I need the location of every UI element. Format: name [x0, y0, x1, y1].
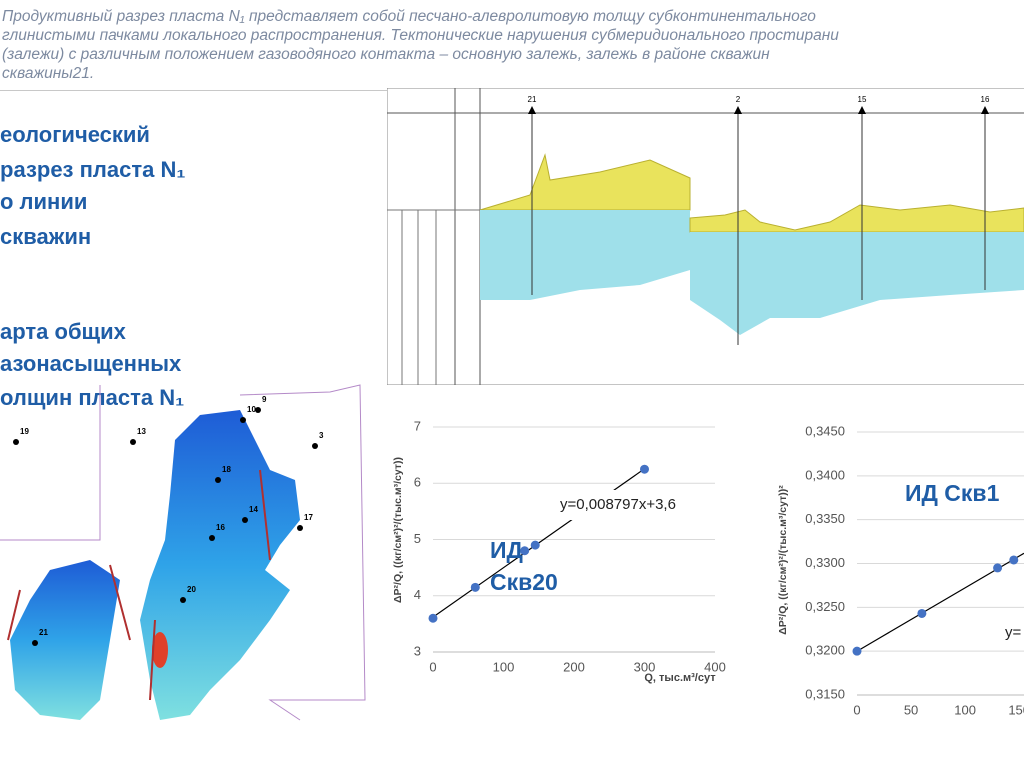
map-well-label: 13 [137, 427, 146, 436]
y-axis-label: ΔP²/Q, ((кг/см²)²/(тыс.м³/сут))² [777, 485, 789, 635]
data-point [428, 613, 438, 623]
data-point [470, 582, 480, 592]
x-tick-label: 400 [704, 659, 726, 674]
equation: y= [1005, 624, 1022, 641]
header-line: Продуктивный разрез пласта N₁ представля… [2, 8, 816, 25]
map-well [130, 439, 136, 445]
water-layer [690, 232, 1024, 335]
map-well [242, 517, 248, 523]
map-well-label: 16 [216, 523, 225, 532]
x-tick-label: 150 [1008, 702, 1024, 717]
y-tick-label: 7 [414, 418, 421, 433]
data-point [917, 608, 927, 618]
header-line: (залежи) с различным положением газоводя… [2, 46, 770, 63]
x-tick-label: 100 [493, 659, 515, 674]
cross-section: 21 2 15 16 [387, 88, 1024, 385]
map-well-label: 10 [247, 405, 256, 414]
boundary [0, 385, 101, 541]
gas-area [140, 410, 300, 720]
y-tick-label: 5 [414, 531, 421, 546]
x-tick-label: 300 [634, 659, 656, 674]
equation: y=0,008797x+3,6 [560, 496, 676, 513]
well-label: 21 [528, 95, 537, 104]
y-tick-label: 0,3350 [805, 511, 845, 526]
gas-layer [689, 204, 1024, 233]
map-well-label: 17 [304, 513, 313, 522]
data-point [520, 546, 530, 556]
y-tick-label: 0,3450 [805, 423, 845, 438]
x-tick-label: 0 [429, 659, 436, 674]
x-axis-label: Q, тыс.м³/сут [644, 672, 716, 684]
map-well [180, 597, 186, 603]
section-label: о линии [0, 189, 88, 214]
map-well-label: 18 [222, 465, 231, 474]
map-well-label: 19 [20, 427, 29, 436]
map-label: азонасыщенных [0, 351, 182, 376]
x-tick-label: 50 [904, 702, 918, 717]
annotation: ИД Скв1 [905, 480, 1000, 506]
y-tick-label: 0,3400 [805, 467, 845, 482]
map-label: арта общих [0, 319, 126, 344]
data-point [530, 540, 540, 550]
annotation: ИД [490, 537, 523, 563]
map-well-label: 21 [39, 628, 48, 637]
map-well [209, 535, 215, 541]
well-label: 16 [981, 95, 990, 104]
data-point [993, 563, 1003, 573]
map-well [32, 640, 38, 646]
map-label: олщин пласта N₁ [0, 385, 185, 410]
section-label: еологический [0, 122, 150, 147]
map-well [13, 439, 19, 445]
y-tick-label: 0,3250 [805, 599, 845, 614]
x-tick-label: 0 [853, 702, 860, 717]
y-tick-label: 4 [414, 587, 421, 602]
y-tick-label: 6 [414, 475, 421, 490]
y-tick-label: 0,3200 [805, 643, 845, 658]
x-tick-label: 100 [954, 702, 976, 717]
fault [7, 469, 271, 701]
map-well [312, 443, 318, 449]
map-well [297, 525, 303, 531]
section-label: разрез пласта N₁ [0, 157, 186, 182]
header-line: скважины21. [2, 65, 95, 82]
y-tick-label: 0,3300 [805, 555, 845, 570]
data-point [852, 646, 862, 656]
gas-area [10, 560, 120, 720]
section-label: скважин [0, 224, 92, 249]
y-tick-label: 0,3150 [805, 686, 845, 701]
annotation: Скв20 [490, 569, 558, 595]
equation-box [552, 490, 702, 520]
y-tick-label: 3 [414, 643, 421, 658]
map-well-label: 14 [249, 505, 258, 514]
data-point [1009, 555, 1019, 565]
max-zone [152, 632, 168, 668]
well-label: 2 [736, 95, 741, 104]
data-point [640, 464, 649, 474]
header-line: глинистыми пачками локального распростра… [2, 27, 839, 44]
boundary [239, 384, 366, 721]
map-well [255, 407, 261, 413]
map-well [240, 417, 246, 423]
map [0, 384, 366, 721]
map-well-label: 20 [187, 585, 196, 594]
x-tick-label: 200 [563, 659, 585, 674]
well-label: 15 [858, 95, 867, 104]
map-well [215, 477, 221, 483]
map-well-label: 3 [319, 431, 324, 440]
map-well-label: 9 [262, 395, 267, 404]
y-axis-label: ΔP²/Q, ((кг/см²)²/(тыс.м³/сут)) [392, 457, 404, 603]
